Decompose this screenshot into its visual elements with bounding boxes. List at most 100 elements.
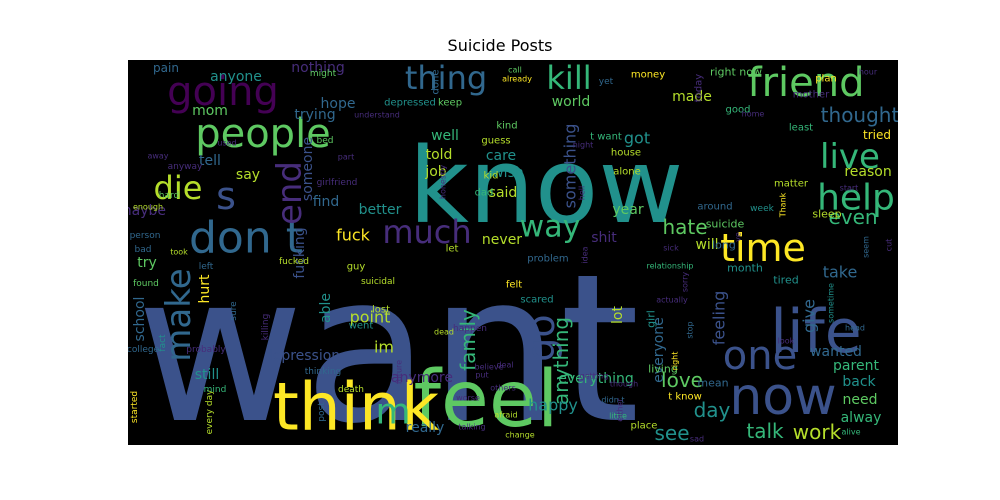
word-girl: girl xyxy=(645,310,658,328)
word-see: see xyxy=(654,421,689,445)
word-reason: reason xyxy=(844,164,891,180)
word-right: right xyxy=(671,352,680,371)
word-think: think xyxy=(273,369,440,446)
word-never: never xyxy=(482,232,522,248)
word-much: much xyxy=(382,213,471,251)
word-sure: sure xyxy=(229,301,239,321)
word-nothing: nothing xyxy=(291,60,344,76)
word-going: going xyxy=(167,69,279,115)
word-matter: matter xyxy=(774,179,809,190)
word-life: life xyxy=(770,297,861,367)
word-tell: tell xyxy=(199,153,221,169)
word-im: im xyxy=(374,338,394,357)
word-guess: guess xyxy=(481,136,510,147)
word-part: part xyxy=(338,153,354,162)
word-call: call xyxy=(508,66,522,75)
word-idea: idea xyxy=(581,246,590,263)
word-happen: happen xyxy=(453,324,487,334)
word-already: already xyxy=(502,75,532,84)
word-hell: hell xyxy=(578,186,587,200)
word-world: world xyxy=(552,94,591,110)
word-today: today xyxy=(694,74,705,103)
word-wish: wish xyxy=(492,165,524,181)
word-death: death xyxy=(338,385,364,395)
word-college: college xyxy=(128,345,160,355)
word-seem: seem xyxy=(862,236,871,258)
word-might: might xyxy=(310,69,337,79)
word-week: week xyxy=(750,204,774,214)
word-let: let xyxy=(446,244,459,255)
word-suicide: suicide xyxy=(706,218,745,231)
word-die: die xyxy=(154,169,203,207)
word-fucked: fucked xyxy=(279,257,309,267)
word-thing: thing xyxy=(405,60,487,97)
word-love: love xyxy=(661,368,703,392)
word-someone: someone xyxy=(300,137,316,201)
word-wanted: wanted xyxy=(810,344,862,360)
word-stop: stop xyxy=(686,321,695,338)
word-sick: sick xyxy=(663,244,679,253)
word-want: want xyxy=(136,231,640,445)
word-took: took xyxy=(170,248,188,257)
word-say: say xyxy=(236,167,260,183)
word-s: s xyxy=(216,174,236,218)
word-month: month xyxy=(727,262,763,275)
word-family: family xyxy=(456,309,480,371)
word-head: head xyxy=(845,324,865,333)
word-little: little xyxy=(609,412,627,421)
word-anyone: anyone xyxy=(210,69,262,85)
word-job: job xyxy=(424,164,446,180)
word-back: back xyxy=(842,374,876,390)
word-night: night xyxy=(573,141,594,150)
word-hard: hard xyxy=(159,191,179,201)
word-lot: lot xyxy=(610,306,626,324)
word-really: really xyxy=(406,420,445,436)
word-care: care xyxy=(486,148,516,164)
word-trying: trying xyxy=(294,107,335,123)
word-sad: sad xyxy=(690,435,704,444)
word-either: either xyxy=(616,398,625,422)
word-honestly: honestly xyxy=(439,165,448,199)
word-plan: plan xyxy=(815,74,837,85)
word-one: one xyxy=(723,333,797,379)
word-living: living xyxy=(648,363,678,376)
word-left: left xyxy=(199,262,214,272)
word-long: long xyxy=(712,239,736,252)
word-hour: hour xyxy=(859,68,878,77)
word-feeling: feeling xyxy=(710,291,729,346)
word-depression: depression xyxy=(264,348,340,364)
word-still: still xyxy=(195,367,219,383)
word-guy: guy xyxy=(347,262,366,273)
word-alive: alive xyxy=(841,428,860,437)
word-every-day: every day xyxy=(205,389,215,435)
word-mind: mind xyxy=(204,385,227,395)
word-thank: Thank xyxy=(779,192,788,218)
word-t-know: t know xyxy=(668,392,702,403)
word-probably: probably xyxy=(186,345,226,355)
word-lost: lost xyxy=(372,305,390,316)
word-work: work xyxy=(793,420,842,444)
word-hate: hate xyxy=(662,215,707,239)
word-tried: tried xyxy=(863,128,891,142)
word-girlfriend: girlfriend xyxy=(317,178,358,188)
word-hope: hope xyxy=(321,96,356,112)
word-cut: cut xyxy=(885,239,894,252)
word-start: start xyxy=(840,184,859,193)
word-something: something xyxy=(561,124,580,209)
word-alway: alway xyxy=(841,410,882,426)
word-school: school xyxy=(132,297,148,342)
word-found: found xyxy=(133,279,159,289)
word-problem: problem xyxy=(527,254,568,265)
word-used: used xyxy=(217,139,236,148)
word-house: house xyxy=(611,148,641,159)
word-take: take xyxy=(823,263,858,282)
word-give: give xyxy=(800,299,819,333)
word-right-now: right now xyxy=(710,66,762,79)
word-bad: bad xyxy=(135,245,152,255)
word-try: try xyxy=(137,255,157,271)
word-go: go xyxy=(519,314,563,361)
word-everyone: everyone xyxy=(651,317,667,383)
